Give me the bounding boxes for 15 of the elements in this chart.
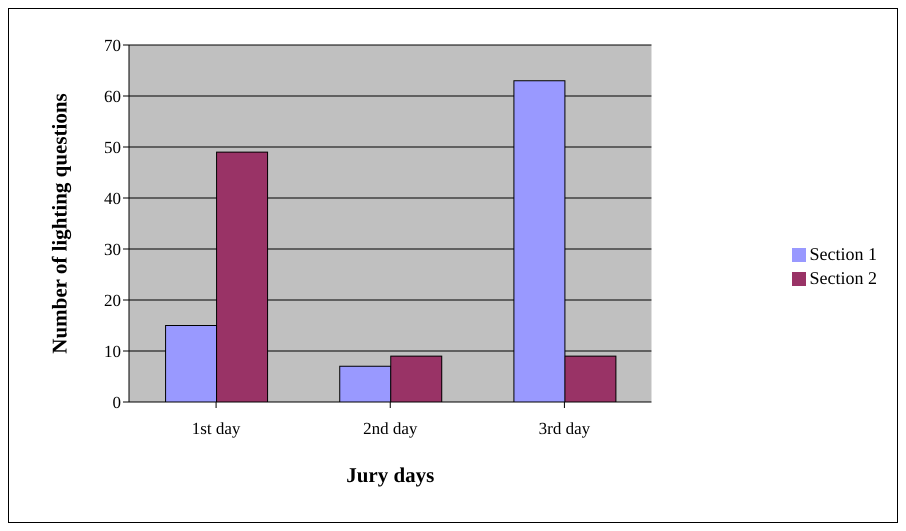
y-tick-label: 20 — [104, 291, 121, 310]
y-tick-label: 50 — [104, 138, 121, 158]
y-tick-label: 40 — [104, 189, 121, 208]
y-tick-label: 10 — [104, 342, 121, 362]
x-tick-label: 3rd day — [538, 419, 591, 438]
legend-label: Section 2 — [810, 268, 877, 288]
x-tick-label: 1st day — [192, 419, 241, 438]
legend-label: Section 1 — [810, 244, 877, 264]
x-axis-title: Jury days — [346, 463, 434, 487]
y-axis-title: Number of lighting questions — [47, 93, 72, 354]
y-tick-label: 0 — [112, 393, 121, 412]
y-tick-label: 70 — [104, 36, 121, 56]
y-tick-label: 60 — [104, 87, 121, 106]
x-tick-label: 2nd day — [363, 419, 418, 438]
y-tick-label: 30 — [104, 240, 121, 260]
